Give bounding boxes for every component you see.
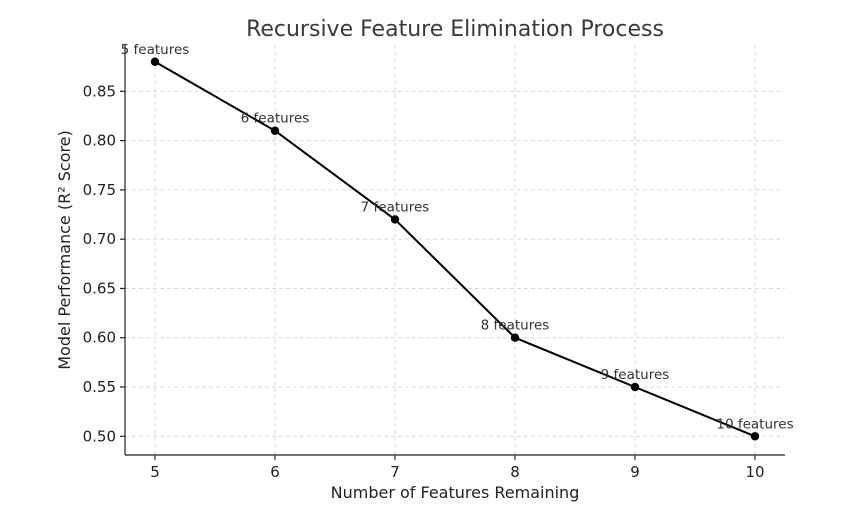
x-tick-label: 5 — [150, 463, 160, 481]
x-tick-label: 6 — [270, 463, 280, 481]
data-label: 6 features — [241, 111, 310, 127]
x-tick-label: 10 — [745, 463, 764, 481]
data-label: 7 features — [361, 199, 430, 215]
data-label: 5 features — [121, 42, 190, 58]
y-tick-label: 0.55 — [83, 378, 116, 396]
x-tick-label: 8 — [510, 463, 520, 481]
data-point — [150, 57, 160, 66]
data-label: 9 features — [601, 367, 670, 383]
series — [150, 57, 760, 441]
y-tick-label: 0.65 — [83, 279, 116, 297]
ticks: 5 6 7 8 9 10 0.50 0.55 0.60 0.65 0.70 0.75 0.80 0.85 — [83, 82, 765, 481]
data-label: 8 features — [481, 318, 550, 334]
data-point — [750, 432, 760, 441]
point-labels: 5 features 6 features 7 features 8 features… — [121, 42, 794, 433]
chart-title: Recursive Feature Elimination Process — [246, 17, 664, 42]
grid — [125, 45, 785, 455]
x-axis-label: Number of Features Remaining — [331, 483, 580, 502]
y-tick-label: 0.75 — [83, 181, 116, 199]
x-tick-label: 9 — [630, 463, 640, 481]
data-point — [630, 382, 640, 392]
data-point — [390, 215, 400, 224]
y-tick-label: 0.85 — [83, 82, 116, 100]
y-tick-label: 0.80 — [83, 132, 116, 150]
data-point — [270, 126, 280, 135]
series-line — [154, 60, 756, 438]
data-point — [510, 333, 520, 342]
y-tick-label: 0.50 — [83, 427, 116, 445]
y-axis-label: Model Performance (R² Score) — [55, 130, 74, 370]
y-tick-label: 0.70 — [83, 230, 116, 248]
x-tick-label: 7 — [390, 463, 400, 481]
axes — [124, 45, 785, 456]
y-tick-label: 0.60 — [83, 329, 116, 347]
data-label: 10 features — [716, 416, 793, 432]
